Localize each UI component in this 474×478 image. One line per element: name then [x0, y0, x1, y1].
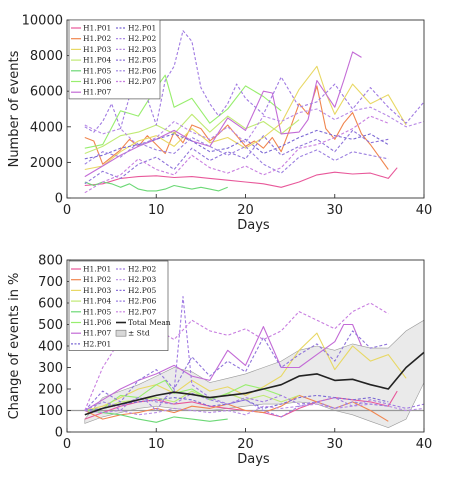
y-tick-label: 200 — [38, 383, 63, 398]
x-tick-label: 40 — [416, 203, 433, 218]
legend-label: H2.P03 — [128, 275, 157, 284]
x-tick-label: 20 — [237, 203, 254, 218]
legend-label: H2.P05 — [128, 286, 157, 295]
legend-label: H1.P04 — [83, 56, 112, 65]
legend-label: H1.P06 — [83, 77, 112, 86]
y-tick-label: 100 — [38, 404, 63, 419]
x-tick-label: 0 — [63, 203, 71, 218]
legend-label: H2.P06 — [128, 297, 157, 306]
series-line-h2-p05 — [84, 129, 389, 185]
y-tick-label: 8000 — [30, 49, 63, 64]
x-tick-label: 20 — [237, 437, 254, 452]
chart-panel-1: 0 10 20 30 40 0 2000 4000 6000 8000 10000 Days Numbe… — [7, 14, 432, 234]
series-line-h2-p07 — [84, 115, 389, 194]
legend-label: H1.P07 — [83, 88, 112, 97]
y-tick-label: 6000 — [30, 85, 63, 100]
legend-label: H2.P02 — [128, 34, 157, 43]
legend-label: H2.P07 — [128, 77, 157, 86]
legend-label: H2.P07 — [128, 307, 157, 316]
series-line-h1-p03 — [84, 332, 407, 412]
series-line-h1-p06 — [84, 74, 282, 149]
y-tick-label: 700 — [38, 275, 63, 290]
series-line-h2-p01 — [84, 394, 389, 412]
legend-label: H1.P03 — [83, 45, 112, 54]
y-tick-label: 4000 — [30, 120, 63, 135]
series-line-total-mean — [84, 351, 425, 416]
legend-label: H2.P03 — [128, 45, 157, 54]
y-tick-label: 400 — [38, 340, 63, 355]
series-line-h1-p07 — [84, 323, 363, 411]
legend-label: H1.P05 — [83, 307, 112, 316]
legend-label: H2.P01 — [83, 339, 111, 348]
series-line-h2-p02 — [84, 30, 425, 133]
series-line-h2-p02 — [84, 296, 425, 414]
x-axis-label: Days — [237, 452, 270, 467]
y-tick-label: 300 — [38, 361, 63, 376]
series-line-h1-p05 — [84, 181, 228, 192]
series-line-h2-p01 — [84, 129, 389, 160]
series-line-h1-p04 — [84, 113, 300, 155]
x-tick-label: 0 — [63, 437, 71, 452]
y-tick-label: 10000 — [22, 14, 63, 29]
legend-label: H2.P05 — [128, 56, 157, 65]
y-tick-label: 2000 — [30, 156, 63, 171]
y-axis-label: Change of events in % — [7, 273, 22, 420]
x-tick-label: 30 — [326, 437, 343, 452]
y-tick-label: 800 — [38, 254, 63, 269]
x-tick-label: 40 — [416, 437, 433, 452]
series-line-h1-p03 — [84, 65, 407, 171]
y-axis-label: Number of events — [7, 50, 22, 167]
series-line-h1-p06 — [84, 379, 282, 412]
y-tick-label: 500 — [38, 318, 63, 333]
chart-panel-2: 0 10 20 30 400100200300400500600700800DaysCh… — [7, 254, 432, 468]
series-line-h2-p03 — [84, 403, 425, 416]
legend-label: H1.P01 — [83, 265, 111, 274]
x-tick-label: 10 — [148, 437, 165, 452]
x-tick-label: 10 — [148, 203, 165, 218]
y-tick-label: 0 — [55, 426, 63, 441]
series-line-h2-p03 — [84, 106, 425, 147]
series-line-h1-p01 — [84, 167, 398, 188]
legend-label: H1.P05 — [83, 66, 112, 75]
y-tick-label: 600 — [38, 297, 63, 312]
legend-label: H1.P02 — [83, 275, 112, 284]
y-tick-label: 0 — [55, 192, 63, 207]
legend-box — [68, 19, 161, 100]
legend-label: H1.P06 — [83, 318, 112, 327]
legend-label: H2.P06 — [128, 66, 157, 75]
x-axis-label: Days — [237, 218, 270, 233]
legend-label: H1.P03 — [83, 286, 112, 295]
legend-label: H1.P02 — [83, 34, 112, 43]
legend-label: H1.P04 — [83, 297, 112, 306]
series-line-h2-p05 — [84, 330, 389, 411]
legend-swatch — [115, 329, 127, 337]
legend-label: H2.P02 — [128, 265, 157, 274]
legend-label: Total Mean — [128, 318, 171, 327]
series-line-h2-p06 — [84, 136, 389, 174]
series-line-h1-p05 — [84, 409, 228, 423]
legend-label: H2.P01 — [128, 24, 156, 33]
x-tick-label: 30 — [326, 203, 343, 218]
legend-label: H1.P07 — [83, 329, 112, 338]
series-line-h2-p06 — [84, 392, 389, 418]
legend-label: ± Std — [128, 329, 150, 338]
legend-label: H1.P01 — [83, 24, 111, 33]
